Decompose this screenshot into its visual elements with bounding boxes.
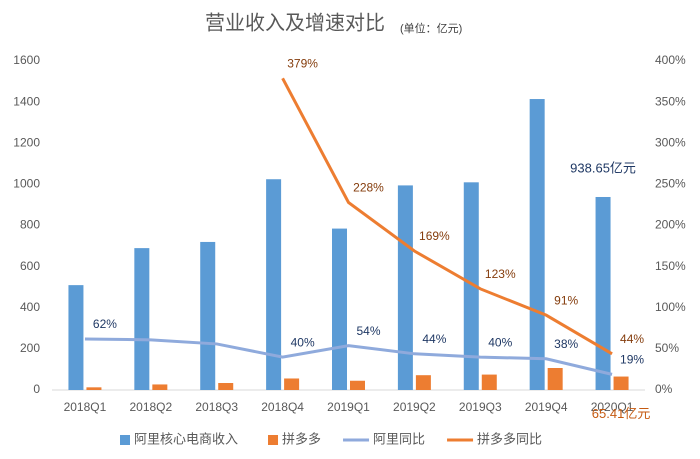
legend-label: 阿里同比: [373, 431, 425, 446]
x-tick-label: 2019Q3: [459, 400, 502, 414]
line: [281, 77, 613, 356]
bar: [86, 387, 102, 390]
legend-label: 拼多多: [282, 431, 321, 446]
y2-tick-label: 100%: [655, 300, 686, 314]
bar: [529, 99, 545, 391]
y-tick-label: 1400: [13, 94, 40, 108]
data-label: 379%: [287, 56, 318, 70]
legend-swatch: [268, 435, 279, 445]
bar: [218, 383, 234, 390]
data-label: 54%: [356, 324, 380, 338]
y-tick-label: 400: [20, 300, 40, 314]
y2-tick-label: 50%: [655, 341, 679, 355]
legend-label: 阿里核心电商收入: [134, 431, 238, 446]
bar: [350, 380, 365, 390]
bar: [595, 196, 611, 390]
y-tick-label: 1000: [13, 177, 40, 191]
x-tick-label: 2019Q1: [327, 400, 370, 414]
y-tick-label: 200: [20, 341, 40, 355]
y-tick-label: 800: [20, 218, 40, 232]
bar: [152, 384, 168, 390]
chart-title: 营业收入及增速对比: [205, 11, 385, 34]
x-tick-label: 2018Q1: [64, 400, 107, 414]
data-label: 228%: [353, 181, 384, 195]
bar: [397, 185, 413, 390]
y2-tick-label: 0%: [655, 382, 673, 396]
y2-tick-label: 400%: [655, 53, 686, 67]
data-label: 40%: [488, 335, 512, 349]
y2-tick-label: 250%: [655, 177, 686, 191]
y-tick-label: 1600: [13, 53, 40, 67]
data-label: 19%: [620, 353, 644, 367]
line: [84, 337, 613, 376]
data-label: 123%: [485, 267, 516, 281]
bar: [200, 241, 216, 390]
y2-tick-label: 150%: [655, 259, 686, 273]
data-label: 65.41亿元: [592, 406, 651, 421]
legend-label: 拼多多同比: [477, 431, 542, 446]
y2-tick-label: 200%: [655, 218, 686, 232]
y-tick-label: 600: [20, 259, 40, 273]
y2-tick-label: 350%: [655, 94, 686, 108]
bar: [266, 179, 282, 390]
x-tick-label: 2020Q1: [591, 400, 634, 414]
x-tick-label: 2018Q3: [195, 400, 238, 414]
y-tick-label: 1200: [13, 135, 40, 149]
data-label: 38%: [554, 337, 578, 351]
x-tick-label: 2019Q2: [393, 400, 436, 414]
data-label: 44%: [422, 332, 446, 346]
x-tick-label: 2019Q4: [525, 400, 568, 414]
x-tick-label: 2018Q4: [261, 400, 304, 414]
x-tick-label: 2018Q2: [129, 400, 172, 414]
y-tick-label: 0: [33, 382, 40, 396]
legend-swatch: [120, 435, 130, 445]
data-label: 44%: [620, 332, 644, 346]
bar: [481, 374, 497, 390]
data-label: 62%: [93, 317, 117, 331]
bar: [68, 285, 84, 390]
bar: [613, 376, 629, 390]
data-label: 938.65亿元: [570, 160, 636, 175]
bar: [332, 228, 347, 390]
bar: [547, 367, 563, 390]
y2-tick-label: 300%: [655, 135, 686, 149]
bar: [134, 248, 150, 390]
data-label: 40%: [291, 335, 315, 349]
data-label: 169%: [419, 229, 450, 243]
bar: [463, 182, 479, 390]
data-label: 91%: [554, 293, 578, 307]
bar: [415, 375, 431, 390]
bar: [284, 378, 300, 390]
chart-subtitle: (单位：亿元): [400, 21, 462, 35]
